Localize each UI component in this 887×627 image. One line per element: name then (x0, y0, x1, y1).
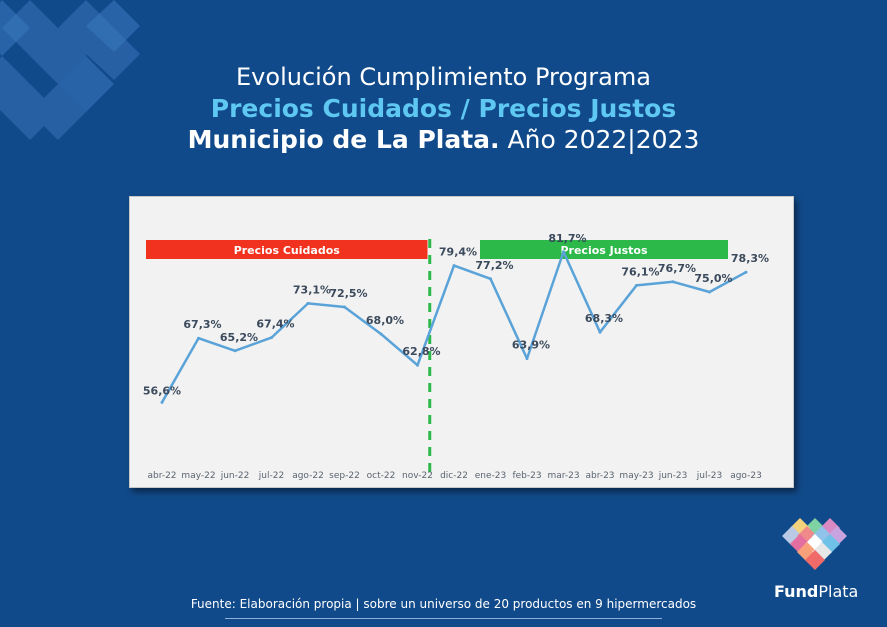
data-point (635, 283, 638, 287)
data-point (708, 290, 711, 294)
data-point (416, 363, 419, 367)
data-label: 77,2% (475, 259, 513, 272)
data-label: 75,0% (694, 272, 732, 285)
period-bar-cuidados (146, 240, 428, 259)
data-label: 76,7% (658, 262, 696, 275)
data-point (562, 250, 565, 254)
line-chart: Precios Cuidados Precios Justos 56,6% abr-2… (143, 232, 769, 481)
data-point (379, 332, 383, 336)
data-point (233, 349, 237, 353)
data-label: 78,3% (731, 252, 769, 265)
data-point (160, 400, 164, 404)
x-tick-label: may-23 (619, 471, 653, 481)
data-point (343, 305, 346, 309)
data-label: 73,1% (293, 283, 331, 296)
data-point (306, 301, 310, 305)
brand-fund: Fund (774, 582, 819, 601)
period-label-cuidados: Precios Cuidados (234, 244, 341, 257)
data-point (598, 330, 602, 334)
title-year: Año 2022|2023 (499, 125, 700, 154)
data-point (270, 336, 273, 340)
chart-panel: Precios Cuidados Precios Justos 56,6% abr-2… (129, 196, 794, 488)
data-label: 62,8% (402, 345, 440, 358)
decorative-diamonds (0, 0, 140, 140)
period-bar-justos (480, 240, 728, 259)
x-tick-label: jul-22 (258, 471, 284, 481)
brand-name: FundPlata (774, 582, 858, 601)
data-label: 63,9% (512, 339, 550, 352)
x-tick-label: feb-23 (512, 471, 541, 481)
brand-plata: Plata (818, 582, 859, 601)
x-tick-label: ene-23 (475, 471, 506, 481)
x-tick-label: ago-22 (292, 471, 324, 481)
title-line-1: Evolución Cumplimiento Programa (236, 63, 651, 91)
data-point (489, 277, 492, 281)
x-tick-label: nov-22 (402, 471, 433, 481)
x-tick-label: ago-23 (730, 471, 762, 481)
x-tick-label: jun-22 (220, 471, 250, 481)
data-point (525, 357, 529, 361)
data-label: 79,4% (439, 246, 477, 259)
title-block: Evolución Cumplimiento Programa Precios … (0, 62, 887, 156)
x-tick-label: jul-23 (696, 471, 722, 481)
x-tick-label: sep-22 (329, 471, 360, 481)
title-line-3: Municipio de La Plata. Año 2022|2023 (0, 124, 887, 156)
data-label: 72,5% (329, 287, 367, 300)
data-label: 56,6% (143, 384, 181, 397)
footer-divider (225, 618, 662, 619)
data-point (671, 280, 675, 284)
data-point (452, 264, 456, 268)
data-label: 67,4% (256, 318, 294, 331)
data-label: 81,7% (548, 232, 586, 245)
data-label: 65,2% (220, 331, 258, 344)
source-note: Fuente: Elaboración propia | sobre un un… (190, 597, 697, 611)
period-label-justos: Precios Justos (560, 244, 647, 257)
data-label: 76,1% (621, 265, 659, 278)
data-label: 68,0% (366, 314, 404, 327)
x-tick-label: oct-22 (367, 471, 396, 481)
data-point (197, 336, 200, 340)
data-point (744, 270, 748, 274)
fundplata-logo-icon (782, 518, 847, 570)
data-label: 68,3% (585, 312, 623, 325)
x-tick-label: dic-22 (440, 471, 468, 481)
x-tick-label: may-22 (181, 471, 215, 481)
title-line-2: Precios Cuidados / Precios Justos (210, 94, 677, 123)
x-tick-label: mar-23 (547, 471, 579, 481)
x-tick-label: jun-23 (658, 471, 688, 481)
x-tick-label: abr-23 (585, 471, 614, 481)
data-label: 67,3% (183, 318, 221, 331)
x-tick-label: abr-22 (147, 471, 176, 481)
title-municipio: Municipio de La Plata. (187, 125, 500, 154)
